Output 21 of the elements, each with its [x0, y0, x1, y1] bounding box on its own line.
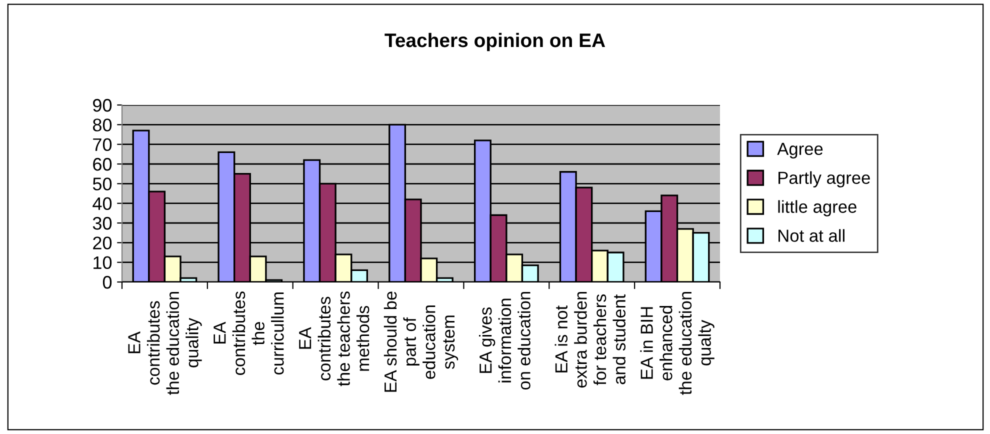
- y-tick-label: 40: [92, 197, 112, 210]
- x-tick-label: EA should be part of education system: [384, 292, 458, 392]
- x-tick-label: EA is not extra burden for teachers and student: [554, 292, 626, 388]
- legend-label: Agree: [777, 142, 823, 158]
- y-tick-label: 80: [92, 118, 112, 132]
- x-tick-label: EA gives information on education: [479, 292, 530, 390]
- x-tick-label: EA contributes the education quality: [128, 292, 202, 395]
- y-tick-label: 0: [102, 276, 112, 289]
- y-tick-label: 20: [93, 236, 112, 250]
- y-tick-label: 50: [92, 178, 112, 190]
- y-tick-label: 30: [92, 216, 112, 230]
- x-tick-label: EA in BIH enhanced the education qualty: [640, 292, 714, 395]
- chart-title: Teachers opinion on EA: [384, 32, 606, 52]
- y-tick-label: 60: [93, 158, 112, 171]
- legend-label: Not at all: [778, 229, 844, 242]
- x-tick-label: EA contributes the curricullum: [214, 291, 284, 376]
- legend-label: little agree: [778, 200, 856, 216]
- legend-label: Partly agree: [778, 171, 870, 188]
- y-tick-label: 90: [93, 98, 112, 112]
- y-tick-label: 70: [93, 138, 112, 152]
- y-tick-label: 10: [94, 256, 112, 270]
